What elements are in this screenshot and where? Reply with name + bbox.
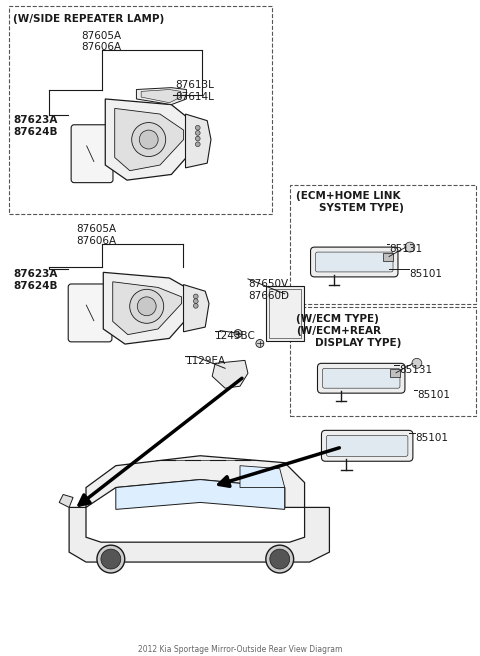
Circle shape — [266, 545, 294, 573]
Circle shape — [130, 289, 164, 323]
Text: 87660D: 87660D — [248, 291, 289, 301]
Text: 87623A: 87623A — [13, 115, 58, 125]
Bar — [10, 6, 272, 215]
Text: 87613L: 87613L — [175, 80, 214, 90]
Circle shape — [195, 142, 200, 147]
Circle shape — [405, 242, 415, 252]
Text: 2012 Kia Sportage Mirror-Outside Rear View Diagram: 2012 Kia Sportage Mirror-Outside Rear Vi… — [138, 644, 342, 653]
FancyBboxPatch shape — [315, 252, 393, 272]
Bar — [289, 184, 477, 304]
Text: 87605A: 87605A — [81, 30, 121, 41]
Text: 87605A: 87605A — [76, 224, 116, 234]
Polygon shape — [59, 495, 73, 507]
Circle shape — [234, 329, 242, 337]
Text: 87606A: 87606A — [76, 236, 116, 246]
Circle shape — [193, 298, 198, 304]
Circle shape — [270, 549, 289, 569]
FancyBboxPatch shape — [311, 247, 398, 277]
Text: (ECM+HOME LINK: (ECM+HOME LINK — [296, 192, 400, 201]
FancyBboxPatch shape — [326, 436, 408, 457]
Text: (W/SIDE REPEATER LAMP): (W/SIDE REPEATER LAMP) — [13, 14, 165, 24]
Text: 87614L: 87614L — [175, 92, 214, 102]
Polygon shape — [212, 360, 248, 388]
Text: SYSTEM TYPE): SYSTEM TYPE) — [320, 203, 404, 213]
Text: 85101: 85101 — [409, 269, 442, 279]
Bar — [266, 286, 303, 341]
Bar — [383, 253, 393, 260]
FancyBboxPatch shape — [71, 125, 113, 182]
Circle shape — [412, 358, 422, 368]
Text: 87650V: 87650V — [248, 279, 288, 289]
Circle shape — [193, 294, 198, 298]
Text: DISPLAY TYPE): DISPLAY TYPE) — [314, 337, 401, 348]
FancyBboxPatch shape — [323, 368, 400, 388]
Bar — [390, 369, 400, 377]
Polygon shape — [116, 480, 285, 510]
Text: 87624B: 87624B — [13, 127, 58, 137]
Polygon shape — [105, 99, 200, 180]
Text: 87624B: 87624B — [13, 281, 58, 291]
Bar — [289, 307, 477, 416]
Text: 85131: 85131 — [399, 365, 432, 375]
Text: 85131: 85131 — [389, 244, 422, 254]
Text: (W/ECM+REAR: (W/ECM+REAR — [296, 325, 381, 336]
Circle shape — [195, 131, 200, 135]
Polygon shape — [113, 282, 181, 335]
Polygon shape — [183, 285, 209, 332]
Text: 87606A: 87606A — [81, 43, 121, 52]
Polygon shape — [141, 89, 181, 103]
Circle shape — [195, 136, 200, 141]
Circle shape — [97, 545, 125, 573]
Text: (W/ECM TYPE): (W/ECM TYPE) — [296, 314, 379, 323]
Circle shape — [101, 549, 121, 569]
Bar — [269, 289, 300, 338]
FancyBboxPatch shape — [322, 430, 413, 461]
Circle shape — [132, 123, 166, 157]
Text: 1129EA: 1129EA — [185, 356, 226, 367]
Text: 87623A: 87623A — [13, 269, 58, 279]
Polygon shape — [185, 114, 211, 168]
Polygon shape — [136, 88, 186, 104]
Text: 85101: 85101 — [415, 433, 448, 443]
Circle shape — [195, 125, 200, 130]
Polygon shape — [115, 108, 184, 171]
Circle shape — [256, 340, 264, 348]
Polygon shape — [103, 272, 198, 344]
Circle shape — [193, 304, 198, 308]
Circle shape — [139, 130, 158, 149]
Text: 85101: 85101 — [417, 390, 450, 400]
Text: 1243BC: 1243BC — [215, 331, 256, 340]
Polygon shape — [240, 466, 285, 487]
Polygon shape — [69, 507, 329, 562]
FancyBboxPatch shape — [317, 363, 405, 393]
Circle shape — [137, 297, 156, 316]
FancyBboxPatch shape — [68, 284, 112, 342]
Polygon shape — [86, 456, 305, 507]
